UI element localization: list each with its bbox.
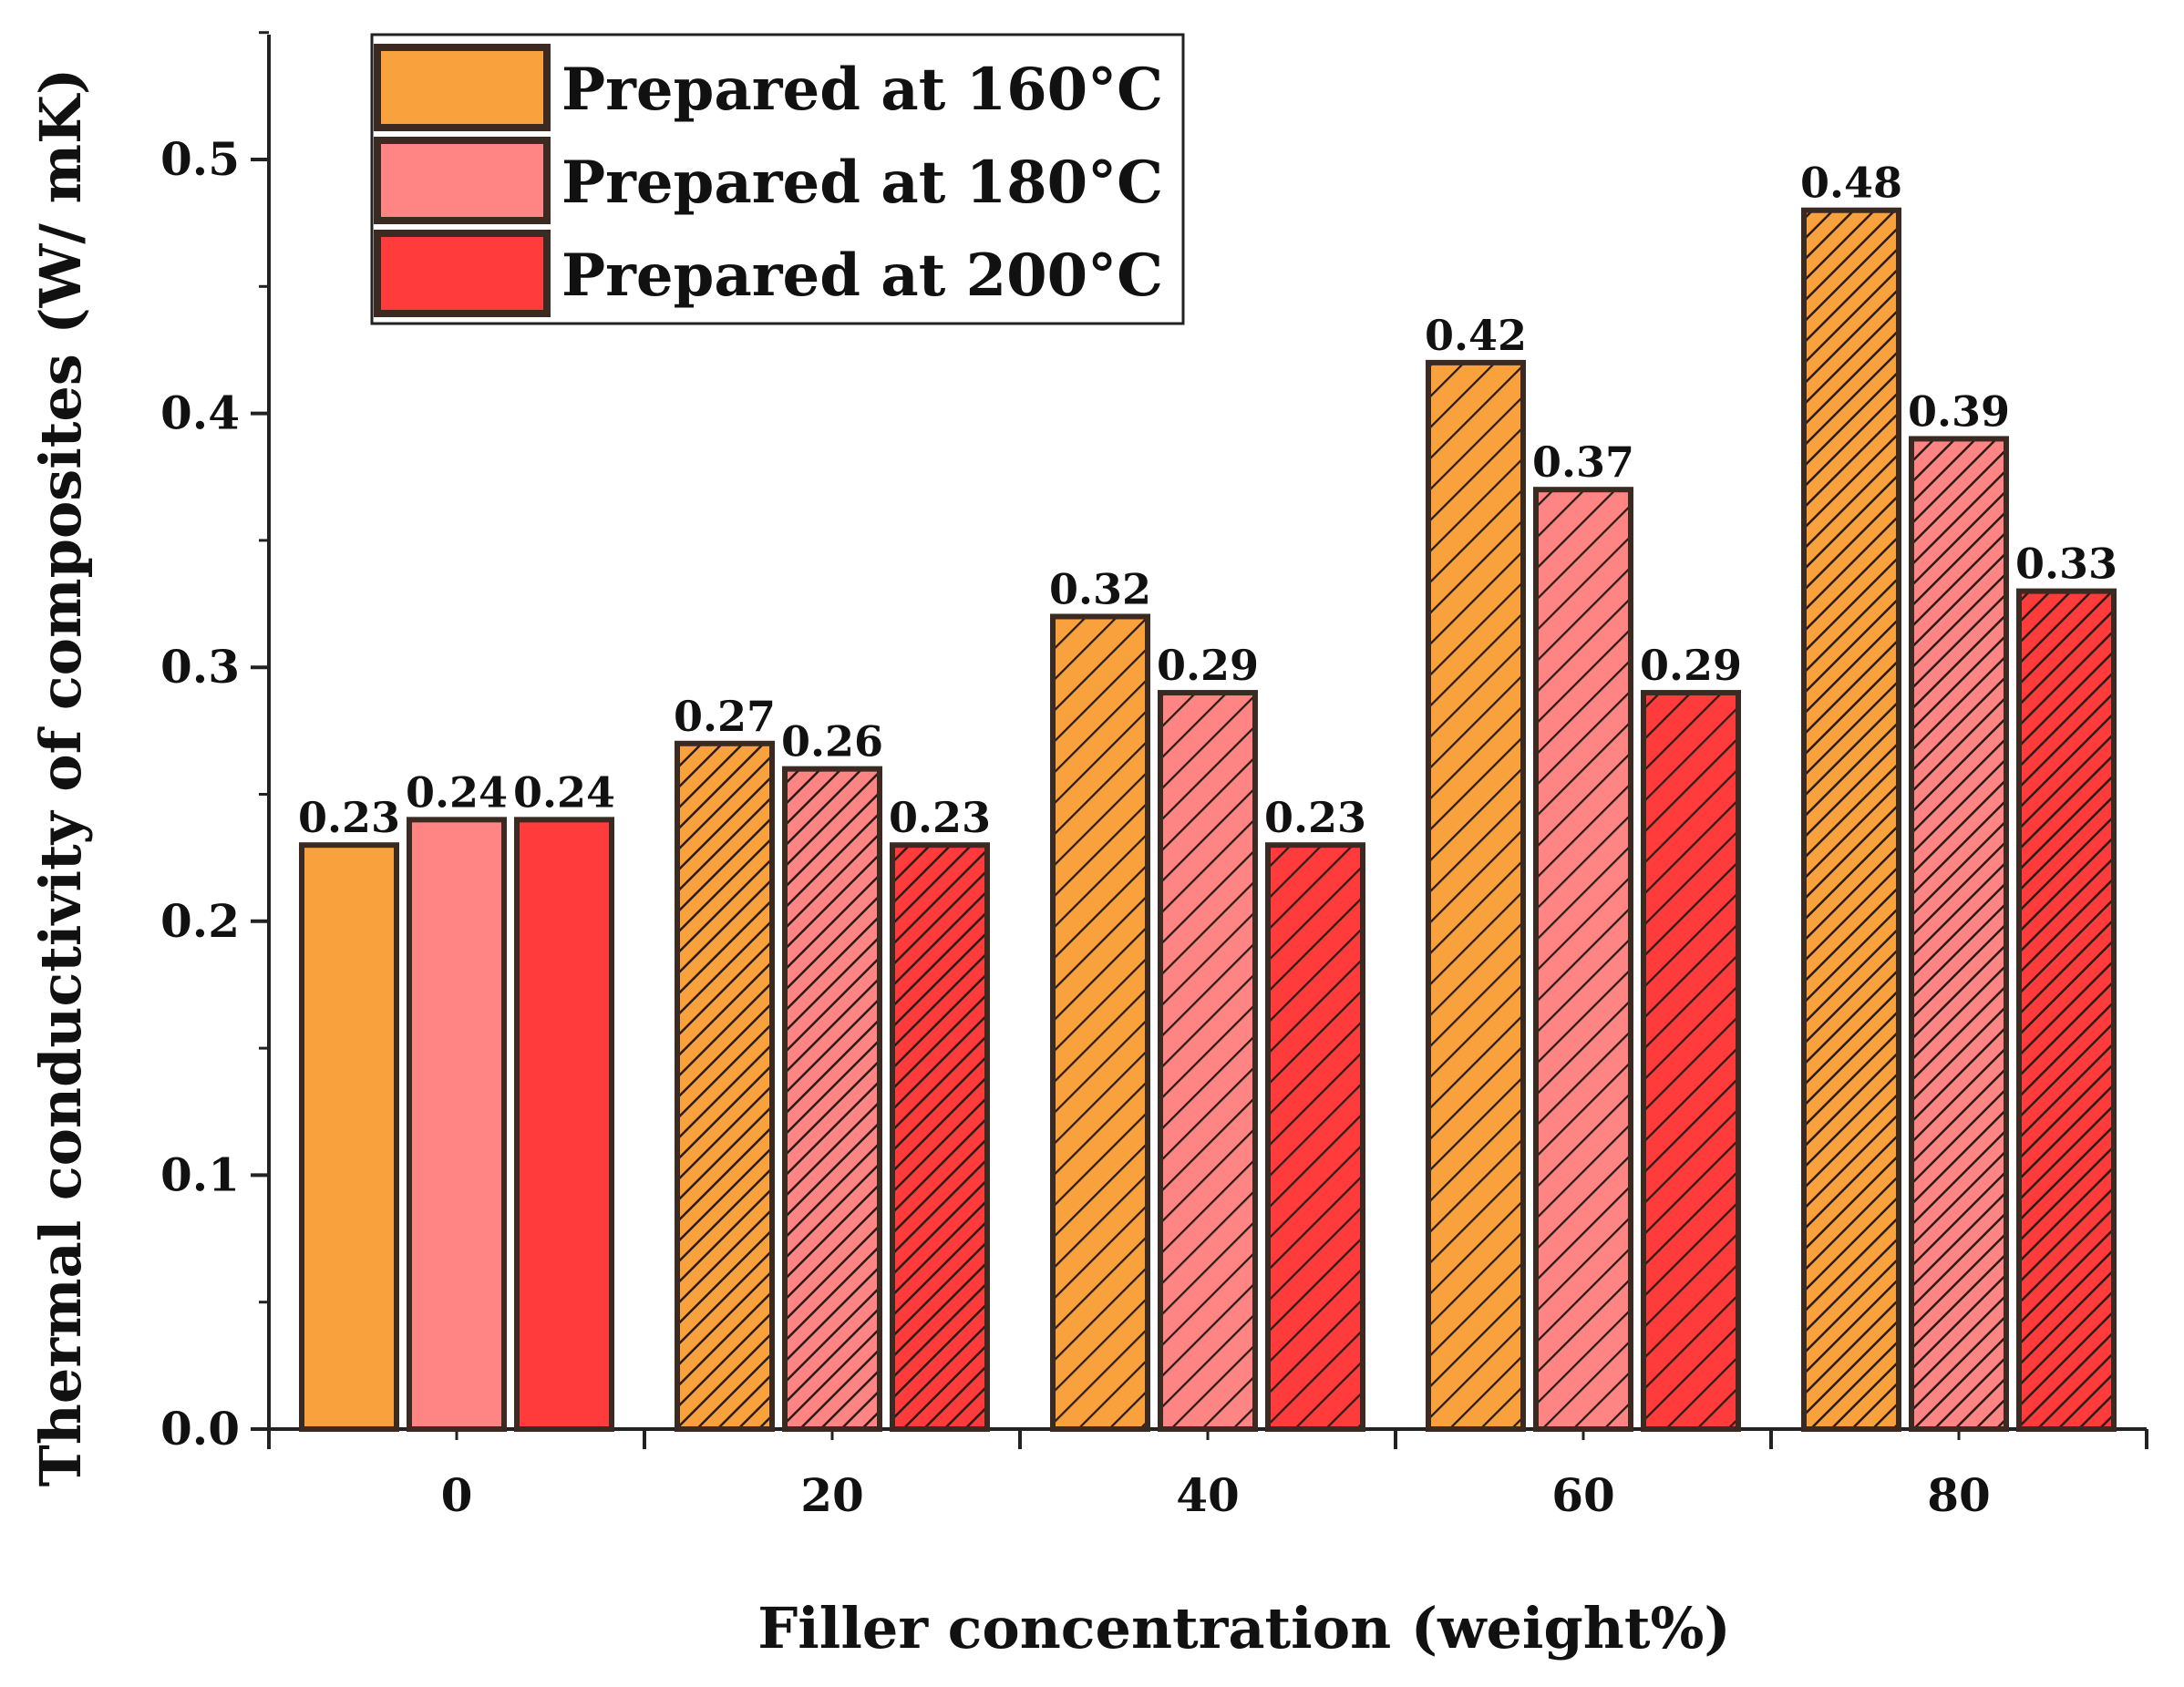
- bar-180-0: [407, 817, 507, 1432]
- x-tick-label: 20: [800, 1468, 864, 1522]
- bar-180-80: [1909, 436, 2009, 1433]
- data-label: 0.27: [674, 692, 776, 741]
- x-axis-title: Filler concentration (weight%): [757, 1595, 1731, 1661]
- bar-160-80: [1801, 207, 1901, 1433]
- data-label: 0.32: [1049, 564, 1151, 613]
- y-tick-label: 0.5: [160, 132, 240, 186]
- bars: [299, 207, 2117, 1433]
- legend-swatch: [374, 230, 551, 317]
- legend-swatch: [374, 137, 551, 224]
- bar-200-40: [1265, 842, 1365, 1432]
- data-label: 0.42: [1425, 311, 1527, 360]
- bar-160-0: [299, 842, 399, 1432]
- bar-180-40: [1158, 690, 1258, 1432]
- data-label: 0.23: [889, 793, 991, 842]
- y-axis-title: Thermal conductivity of composites (W/ m…: [27, 68, 94, 1487]
- data-label: 0.23: [1264, 793, 1366, 842]
- axes: 0.0 0.1 0.2 0.3 0.4 0.5 0 20 40 60 80: [160, 31, 2148, 1522]
- bar-160-40: [1050, 613, 1150, 1432]
- bar-200-0: [514, 817, 614, 1432]
- legend-label: Prepared at 160°C: [561, 56, 1163, 124]
- x-tick-label: 80: [1927, 1468, 1991, 1522]
- bar-200-20: [890, 842, 990, 1432]
- data-label: 0.24: [406, 767, 508, 817]
- x-tick-label: 60: [1551, 1468, 1615, 1522]
- y-tick-label: 0.2: [160, 894, 240, 948]
- y-tick-label: 0.4: [160, 386, 240, 440]
- data-label: 0.29: [1640, 641, 1742, 690]
- bar-160-20: [675, 740, 775, 1432]
- bar-200-60: [1641, 690, 1741, 1432]
- bar-160-60: [1426, 359, 1526, 1432]
- y-tick-label: 0.1: [160, 1147, 240, 1201]
- data-label: 0.37: [1532, 437, 1634, 487]
- legend-swatch: [374, 44, 551, 131]
- data-labels: 0.23 0.27 0.32 0.42 0.48 0.24 0.26 0.29 0.37 0.39…: [298, 159, 2117, 842]
- data-label: 0.29: [1157, 641, 1259, 690]
- data-label: 0.48: [1800, 159, 1902, 208]
- bar-180-20: [782, 766, 882, 1432]
- bar-200-80: [2016, 588, 2117, 1432]
- legend-label: Prepared at 200°C: [561, 242, 1163, 310]
- legend-label: Prepared at 180°C: [561, 149, 1163, 217]
- legend: Prepared at 160°C Prepared at 180°C Prepar…: [370, 33, 1185, 325]
- data-label: 0.26: [781, 717, 883, 766]
- data-label: 0.33: [2015, 540, 2117, 589]
- y-tick-label: 0.0: [160, 1402, 240, 1456]
- y-tick-label: 0.3: [160, 640, 240, 694]
- bar-180-60: [1533, 487, 1633, 1432]
- x-tick-label: 0: [441, 1468, 473, 1522]
- data-label: 0.24: [513, 767, 615, 817]
- x-tick-label: 40: [1176, 1468, 1240, 1522]
- data-label: 0.23: [298, 793, 400, 842]
- data-label: 0.39: [1908, 386, 2010, 436]
